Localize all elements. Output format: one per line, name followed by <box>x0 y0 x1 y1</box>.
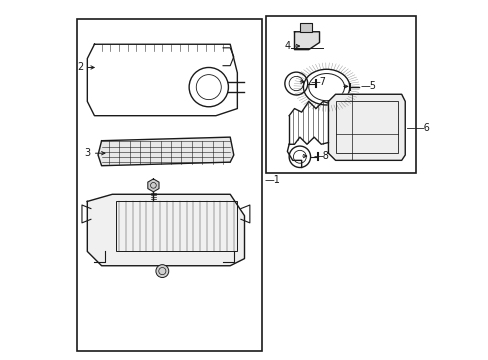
Polygon shape <box>147 179 159 192</box>
Polygon shape <box>98 137 233 166</box>
Text: —5: —5 <box>360 81 376 91</box>
Text: 3: 3 <box>84 148 90 158</box>
Polygon shape <box>87 194 244 266</box>
Bar <box>335 102 397 153</box>
Text: 4: 4 <box>284 41 290 51</box>
Bar <box>77 19 262 351</box>
Bar <box>116 202 237 251</box>
Bar <box>265 16 415 173</box>
Polygon shape <box>294 32 319 50</box>
Text: —7: —7 <box>310 77 326 87</box>
Text: —8: —8 <box>313 151 328 161</box>
Bar <box>299 23 312 32</box>
Polygon shape <box>328 94 405 160</box>
Circle shape <box>156 265 168 278</box>
Text: 2: 2 <box>77 63 83 72</box>
Text: —6: —6 <box>413 123 429 133</box>
Text: —1: —1 <box>264 175 280 185</box>
